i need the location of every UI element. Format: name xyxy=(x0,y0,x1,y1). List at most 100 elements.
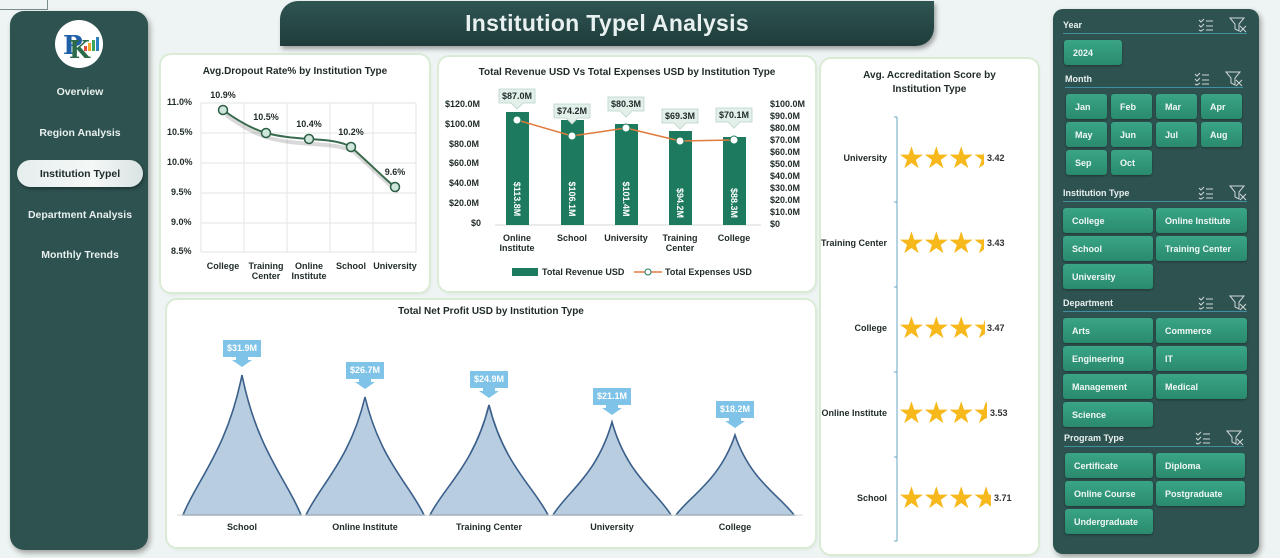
revenue-label: $113.8M xyxy=(512,181,522,217)
category-label: College xyxy=(854,323,887,333)
y-tick: 9.5% xyxy=(171,187,192,197)
score-value: 3.47 xyxy=(987,323,1005,333)
slicer-header-institution-type: Institution Type xyxy=(1063,184,1247,202)
score-value: 3.71 xyxy=(994,493,1012,503)
legend-label: Total Expenses USD xyxy=(665,267,752,277)
filter-program-online-course[interactable]: Online Course xyxy=(1065,481,1153,506)
filter-department-commerce[interactable]: Commerce xyxy=(1156,318,1247,343)
x-tick: Training Center xyxy=(662,233,698,253)
chart-title: Avg.Dropout Rate% by Institution Type xyxy=(202,66,388,77)
y-tick: 11.0% xyxy=(167,97,193,107)
filter-department-engineering[interactable]: Engineering xyxy=(1063,346,1153,371)
filter-month-oct[interactable]: Oct xyxy=(1111,150,1152,175)
filter-institution-college[interactable]: College xyxy=(1063,208,1153,233)
filter-institution-school[interactable]: School xyxy=(1063,236,1153,261)
filter-month-feb[interactable]: Feb xyxy=(1111,94,1152,119)
data-label: 10.5% xyxy=(253,112,279,122)
filter-program-certificate[interactable]: Certificate xyxy=(1065,453,1153,478)
filter-department-arts[interactable]: Arts xyxy=(1063,318,1153,343)
profit-label: $31.9M xyxy=(226,343,258,353)
nav-item-department-analysis[interactable]: Department Analysis xyxy=(27,208,133,221)
clear-filter-icon[interactable] xyxy=(1229,185,1247,201)
revenue-expenses-plot xyxy=(495,88,761,226)
y-right-tick: $20.0M xyxy=(770,195,801,205)
y-right-tick: $40.0M xyxy=(770,171,801,181)
filter-institution-online-institute[interactable]: Online Institute xyxy=(1156,208,1247,233)
revenue-label: $88.3M xyxy=(729,187,739,219)
revenue-label: $106.1M xyxy=(567,181,577,217)
x-tick: School xyxy=(556,233,588,243)
clear-filter-icon[interactable] xyxy=(1229,295,1247,311)
title-banner: Institution Typel Analysis xyxy=(280,1,934,46)
star-rating-school: ★★★★ xyxy=(898,485,991,513)
filter-month-may[interactable]: May xyxy=(1066,122,1107,147)
x-tick: Training Center xyxy=(455,522,523,532)
y-right-tick: $30.0M xyxy=(770,183,801,193)
slicer-title: Year xyxy=(1063,19,1083,30)
revenue-label: $101.4M xyxy=(621,181,631,217)
filter-department-management[interactable]: Management xyxy=(1063,374,1153,399)
dropout-rate-chart: Avg.Dropout Rate% by Institution Type 11… xyxy=(161,55,429,292)
y-left-tick: $120.0M xyxy=(445,99,481,109)
clear-filter-icon[interactable] xyxy=(1229,17,1247,33)
data-label: 10.4% xyxy=(296,119,322,129)
filter-month-jun[interactable]: Jun xyxy=(1111,122,1152,147)
slicer-header-year: Year xyxy=(1063,16,1247,34)
page-title: Institution Typel Analysis xyxy=(465,10,749,36)
filter-month-sep[interactable]: Sep xyxy=(1066,150,1107,175)
multi-select-icon[interactable] xyxy=(1197,295,1215,311)
left-navigation-panel: P K Overview Region Analysis Institution… xyxy=(10,11,148,550)
profit-label: $21.1M xyxy=(596,391,628,401)
y-right-tick: $0 xyxy=(770,219,781,229)
nav-item-overview[interactable]: Overview xyxy=(56,85,104,98)
y-right-tick: $80.0M xyxy=(770,123,801,133)
expense-label: $87.0M xyxy=(501,91,533,101)
dropout-line-plot xyxy=(200,102,417,253)
category-label: Online Institute xyxy=(821,408,887,418)
x-tick: School xyxy=(226,522,258,532)
expense-label: $80.3M xyxy=(610,99,642,109)
x-tick: University xyxy=(590,522,634,532)
y-left-tick: $60.0M xyxy=(449,158,480,168)
filter-institution-university[interactable]: University xyxy=(1063,264,1153,289)
nav-item-institution-type[interactable]: Institution Typel xyxy=(17,160,143,187)
filter-program-undergraduate[interactable]: Undergraduate xyxy=(1065,509,1153,534)
y-right-tick: $60.0M xyxy=(770,147,801,157)
filter-department-medical[interactable]: Medical xyxy=(1156,374,1247,399)
nav-item-monthly-trends[interactable]: Monthly Trends xyxy=(41,248,119,261)
score-value: 3.42 xyxy=(987,153,1005,163)
filter-month-apr[interactable]: Apr xyxy=(1201,94,1242,119)
filter-department-science[interactable]: Science xyxy=(1063,402,1153,427)
category-label: University xyxy=(843,153,887,163)
x-tick: College xyxy=(718,522,752,532)
chart-title: Total Net Profit USD by Institution Type xyxy=(398,306,584,317)
clear-filter-icon[interactable] xyxy=(1225,71,1243,87)
y-tick: 8.5% xyxy=(171,246,192,256)
filter-month-jul[interactable]: Jul xyxy=(1156,122,1197,147)
multi-select-icon[interactable] xyxy=(1197,17,1215,33)
data-label: 10.2% xyxy=(338,127,364,137)
y-right-tick: $70.0M xyxy=(770,135,801,145)
svg-text:P: P xyxy=(63,31,83,61)
clear-filter-icon[interactable] xyxy=(1226,430,1244,446)
filter-month-mar[interactable]: Mar xyxy=(1156,94,1197,119)
filter-program-postgraduate[interactable]: Postgraduate xyxy=(1156,481,1245,506)
filter-program-diploma[interactable]: Diploma xyxy=(1156,453,1245,478)
y-tick: 9.0% xyxy=(171,217,192,227)
net-profit-peaks xyxy=(177,340,803,516)
multi-select-icon[interactable] xyxy=(1197,185,1215,201)
filter-year-2024[interactable]: 2024 xyxy=(1064,40,1122,65)
decorative-corner-line xyxy=(0,0,48,10)
legend-swatch-bar xyxy=(512,268,538,276)
multi-select-icon[interactable] xyxy=(1194,430,1212,446)
filter-department-it[interactable]: IT xyxy=(1156,346,1247,371)
y-tick: 10.0% xyxy=(167,157,193,167)
nav-item-region-analysis[interactable]: Region Analysis xyxy=(39,126,121,139)
filter-month-jan[interactable]: Jan xyxy=(1066,94,1107,119)
filter-institution-training-center[interactable]: Training Center xyxy=(1156,236,1247,261)
multi-select-icon[interactable] xyxy=(1193,71,1211,87)
y-right-tick: $50.0M xyxy=(770,159,801,169)
y-left-tick: $20.0M xyxy=(449,198,480,208)
filter-month-aug[interactable]: Aug xyxy=(1201,122,1242,147)
chart-title: Avg. Accreditation Score by Institution … xyxy=(863,70,996,95)
